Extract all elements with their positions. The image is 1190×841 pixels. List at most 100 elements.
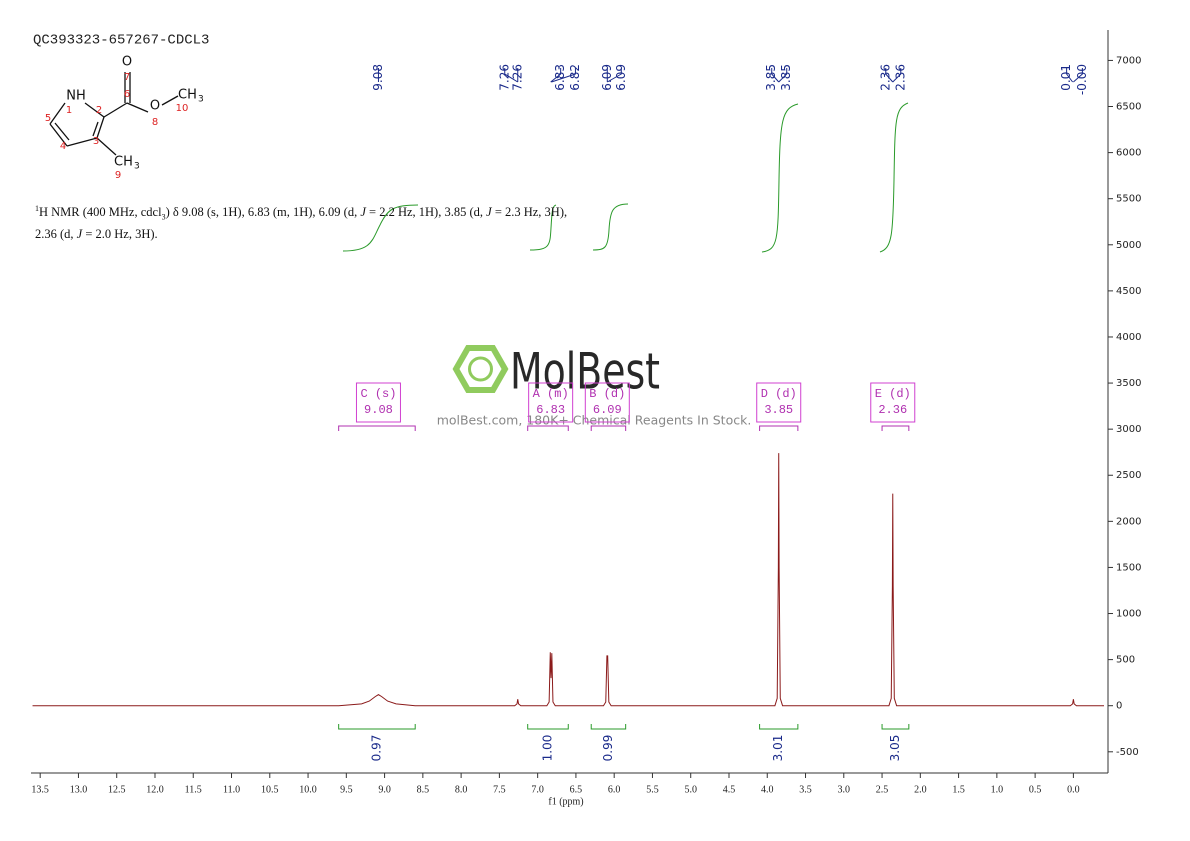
atom-subscript: 3 [134,162,140,172]
spectrum-line [32,453,1104,707]
x-tick-label: 7.0 [531,784,544,795]
multiplet-shift: 3.85 [764,403,793,417]
peak-label: 2.36 [893,64,907,91]
y-tick-label: 4000 [1116,332,1141,343]
multiplet-box [528,382,574,423]
peak-leader [771,68,780,83]
atom-label: NH [66,89,86,104]
multiplet-range [881,425,910,431]
multiplet-shift: 6.83 [536,403,565,417]
x-tick-label: 8.0 [455,784,468,795]
atom-number: 9 [115,170,121,181]
atom-number: 10 [176,103,189,114]
multiplet-label: A (m) [533,387,569,401]
x-tick-label: 8.5 [417,784,430,795]
x-axis-label: f1 (ppm) [548,796,583,807]
text: = 2.2 Hz, 1H), 3.85 (d, [365,205,487,220]
peak-label: 7.26 [497,64,511,91]
peak-label: 6.83 [553,64,567,91]
x-tick-label: 0.5 [1029,784,1042,795]
peak-leader [892,68,902,83]
peak-label: 6.09 [600,64,614,91]
x-tick-label: 13.5 [31,784,49,795]
multiplet-label: D (d) [761,387,797,401]
x-tick-label: 9.0 [378,784,391,795]
integral-value: 1.00 [540,735,554,762]
atom-number: 6 [124,89,130,100]
atom-label: O [122,55,132,70]
atom-number: 1 [66,105,72,116]
multiplet-box [870,382,916,423]
x-tick-label: 12.0 [146,784,164,795]
multiplet-label: E (d) [875,387,911,401]
integral-range [759,724,799,730]
y-tick-label: 3500 [1116,378,1141,389]
multiplet-shift: 9.08 [364,403,393,417]
y-tick-label: -500 [1116,747,1139,758]
x-tick-label: 5.5 [646,784,659,795]
x-tick-label: 0.0 [1067,784,1080,795]
atom-number: 3 [93,136,99,147]
peak-label: 7.26 [510,64,524,91]
atom-subscript: 3 [198,95,204,105]
y-tick-label: 1000 [1116,609,1141,620]
x-tick-label: 10.0 [299,784,317,795]
x-tick-label: 3.0 [838,784,851,795]
integral-value: 0.99 [601,735,615,762]
multiplet-box [355,382,401,423]
atom-label: O [150,99,160,114]
peak-leader [550,68,562,83]
x-tick-label: 13.0 [70,784,88,795]
integral-range [881,724,910,730]
x-tick-label: 11.0 [223,784,240,795]
peak-leader [504,68,519,83]
x-tick-label: 4.5 [723,784,736,795]
peak-label: 3.85 [779,64,793,91]
multiplet-label: B (d) [589,387,625,401]
multiplet-range [759,425,799,431]
integral-value: 0.97 [369,735,383,762]
text: 3 [161,212,166,222]
peak-leader [551,68,576,83]
y-tick-label: 4500 [1116,286,1141,297]
x-tick-label: 6.0 [608,784,621,795]
integral-range [338,724,416,730]
x-tick-label: 2.0 [914,784,927,795]
text: J [76,226,83,241]
multiplet-range [527,425,569,431]
multiplet-shift: 6.09 [593,403,622,417]
x-tick-label: 1.5 [952,784,965,795]
atom-number: 8 [152,117,158,128]
text: = 2.0 Hz, 3H). [82,226,158,241]
x-tick-label: 5.0 [684,784,697,795]
atom-number: 4 [60,141,66,152]
atom-number: 5 [45,113,51,124]
y-tick-label: 5000 [1116,240,1141,251]
x-tick-label: 9.5 [340,784,353,795]
y-tick-label: 6500 [1116,102,1141,113]
description-line: 2.36 (d, J = 2.0 Hz, 3H). [35,226,567,243]
text: 1 [35,204,39,213]
text: ) δ 9.08 (s, 1H), 6.83 (m, 1H), 6.09 (d, [165,205,361,220]
peak-leader [607,68,622,83]
peak-leader [1073,68,1083,83]
watermark-logo [452,345,509,393]
x-tick-label: 11.5 [185,784,202,795]
y-tick-label: 0 [1116,701,1122,712]
atom-label: CH [114,155,133,170]
y-tick-label: 6000 [1116,148,1141,159]
peak-leader [885,68,894,83]
y-tick-label: 1500 [1116,562,1141,573]
integral-value: 3.05 [888,735,902,762]
text: 2.36 (d, [35,226,77,241]
y-tick-label: 2000 [1116,516,1141,527]
peak-label: -0.00 [1075,64,1089,95]
y-tick-label: 5500 [1116,194,1141,205]
x-tick-label: 2.5 [876,784,889,795]
atom-label: CH [178,88,197,103]
integral-range [527,724,569,730]
multiplet-box [756,382,802,423]
x-tick-label: 3.5 [799,784,812,795]
